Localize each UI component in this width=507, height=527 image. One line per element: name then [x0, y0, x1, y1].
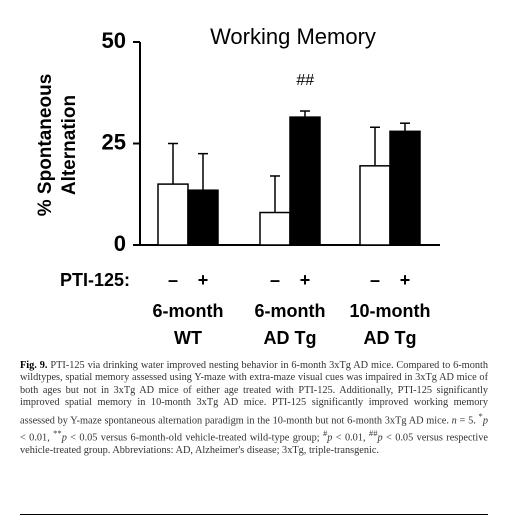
y-tick-label: 50	[102, 28, 126, 53]
caption-text: **	[53, 428, 62, 439]
series-label: –	[270, 270, 280, 290]
x-tick-label: 6-month	[153, 301, 224, 321]
caption-text: n	[451, 415, 457, 427]
series-label: +	[400, 270, 411, 290]
x-tick-label: AD Tg	[364, 328, 417, 348]
caption: Fig. 9. PTI-125 via drinking water impro…	[20, 360, 488, 458]
caption-text: #	[322, 428, 328, 439]
annotation: ##	[296, 72, 315, 89]
x-tick-label: 10-month	[350, 301, 431, 321]
group-label: PTI-125:	[60, 270, 130, 290]
caption-text: p	[482, 415, 488, 427]
bar	[289, 116, 321, 246]
caption-text: p	[327, 432, 333, 444]
x-tick-label: WT	[174, 328, 202, 348]
caption-text: < 0.01,	[20, 432, 54, 444]
y-tick-label: 0	[114, 231, 126, 256]
caption-text: < 0.01,	[332, 432, 369, 444]
caption-text: *	[478, 410, 483, 421]
series-label: +	[198, 270, 209, 290]
bar	[187, 189, 219, 246]
y-tick-label: 25	[102, 129, 126, 154]
y-axis-label: % Spontaneous	[35, 74, 56, 217]
caption-text: < 0.05 versus respective vehicle-treated…	[20, 432, 488, 457]
caption-text: p	[61, 432, 67, 444]
y-axis-label: Alternation	[59, 95, 80, 195]
chart-title: Working Memory	[210, 24, 376, 49]
caption-text: ##	[368, 428, 378, 439]
chart: Working Memory % Spontaneous Alternation…	[35, 24, 440, 348]
caption-text: p	[377, 432, 383, 444]
series-label: –	[168, 270, 178, 290]
x-tick-label: AD Tg	[264, 328, 317, 348]
caption-label: Fig. 9.	[20, 360, 48, 371]
bar	[389, 130, 421, 246]
bar	[157, 183, 189, 246]
bar	[259, 211, 291, 246]
caption-text: = 5.	[456, 415, 479, 427]
bar	[359, 165, 391, 246]
x-tick-label: 6-month	[255, 301, 326, 321]
series-label: +	[300, 270, 311, 290]
rule	[20, 514, 488, 515]
caption-text: PTI-125 via drinking water improved nest…	[20, 360, 488, 427]
caption-text: < 0.05 versus 6-month-old vehicle-treate…	[66, 432, 323, 444]
series-label: –	[370, 270, 380, 290]
